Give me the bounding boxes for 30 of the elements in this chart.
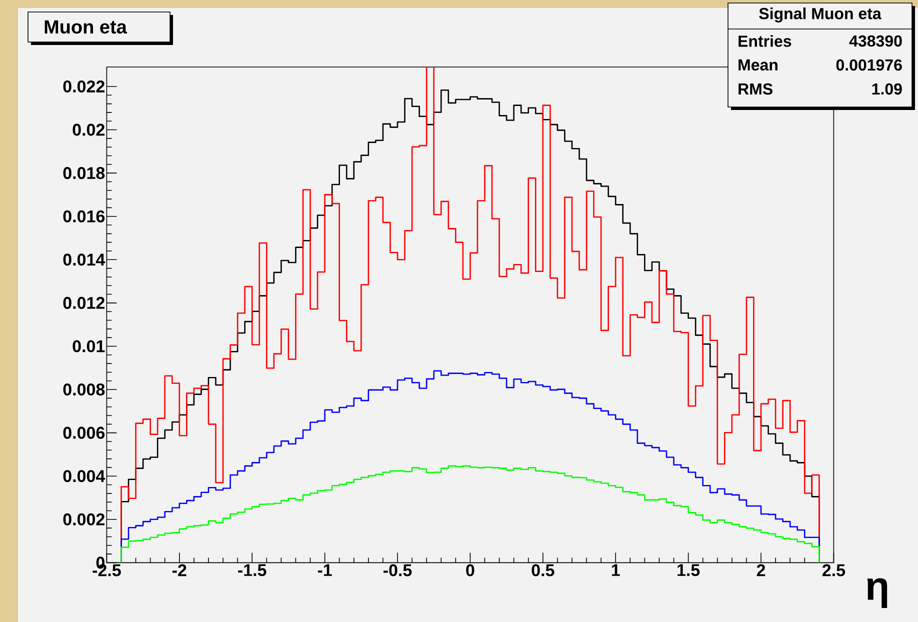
x-tick-label: 2.5 (822, 564, 846, 576)
y-tick-label: 0.004 (63, 470, 106, 482)
x-tick-label: -2 (172, 564, 186, 576)
text: 438390 (849, 35, 902, 47)
y-tick-label: 0.01 (72, 340, 105, 352)
x-tick-label: -1.5 (238, 564, 266, 576)
x-tick-label: 0 (466, 564, 474, 576)
y-tick-label: 0.022 (63, 80, 104, 93)
x-tick-label: -1 (318, 564, 332, 576)
x-tick-label: 0.5 (532, 564, 554, 576)
y-tick-label: 0.002 (63, 513, 104, 526)
x-tick-label: 1.5 (678, 564, 700, 576)
text: 0.001976 (836, 59, 902, 71)
annotation: RMS (738, 83, 772, 95)
text: 1.09 (872, 83, 902, 95)
x-tick-label: 2 (756, 564, 766, 576)
y-tick-label: 0.008 (63, 384, 105, 396)
y-tick-label: 0.016 (63, 210, 105, 222)
text: Entries (738, 35, 792, 47)
x-axis-title: η (867, 578, 888, 608)
y-tick-label: 0.018 (63, 167, 105, 180)
text: Signal Muon eta (759, 8, 882, 22)
x-tick-label: -0.5 (384, 564, 412, 576)
y-tick-label: 0.012 (63, 296, 104, 309)
annotation: Mean (738, 59, 778, 71)
chart-title: Muon eta (44, 20, 128, 34)
y-tick-label: 0.006 (63, 426, 105, 439)
y-tick-label: 0.02 (72, 124, 104, 136)
x-tick-label: 1 (612, 564, 620, 576)
y-tick-label: 0.014 (63, 254, 106, 266)
